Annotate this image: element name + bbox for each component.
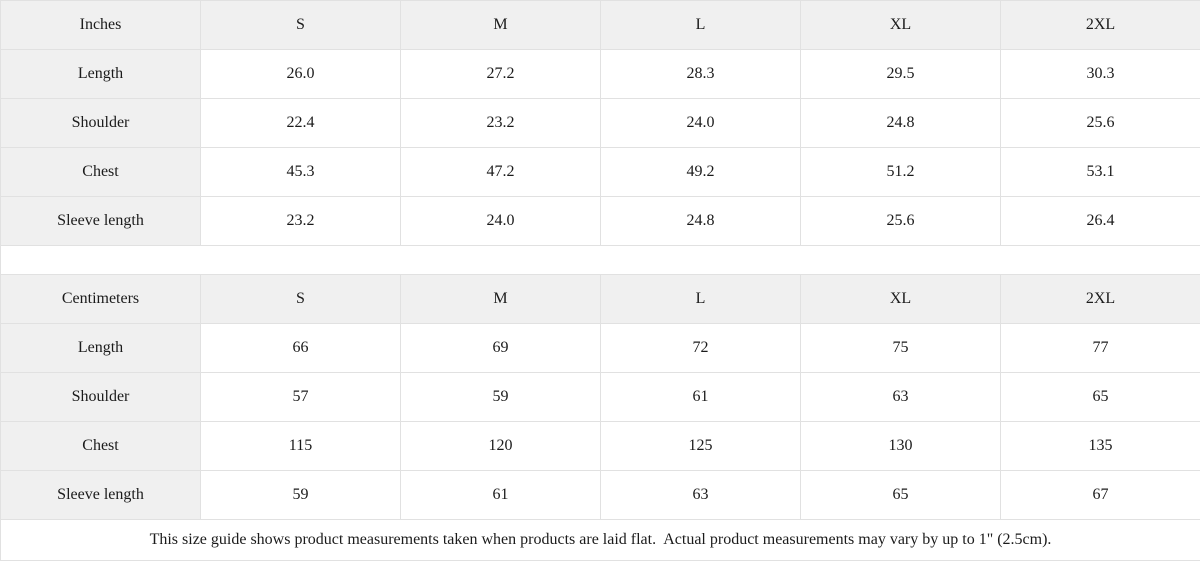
size-guide-note: This size guide shows product measuremen… xyxy=(0,519,1200,561)
measurement-value: 63 xyxy=(800,372,1001,422)
table-row: Sleeve length 23.2 24.0 24.8 25.6 26.4 xyxy=(0,196,1200,246)
measurement-value: 51.2 xyxy=(800,147,1001,197)
size-header-xl: XL xyxy=(800,274,1001,324)
size-header-l: L xyxy=(600,274,801,324)
measurement-value: 57 xyxy=(200,372,401,422)
measurement-value: 59 xyxy=(200,470,401,520)
measurement-value: 77 xyxy=(1000,323,1200,373)
measurement-value: 45.3 xyxy=(200,147,401,197)
measurement-label: Sleeve length xyxy=(0,196,201,246)
inches-header-row: Inches S M L XL 2XL xyxy=(0,0,1200,50)
measurement-value: 23.2 xyxy=(200,196,401,246)
table-row: Sleeve length 59 61 63 65 67 xyxy=(0,470,1200,520)
footer-note-row: This size guide shows product measuremen… xyxy=(0,519,1200,561)
measurement-value: 53.1 xyxy=(1000,147,1200,197)
measurement-value: 25.6 xyxy=(1000,98,1200,148)
measurement-value: 24.0 xyxy=(600,98,801,148)
measurement-value: 66 xyxy=(200,323,401,373)
measurement-value: 130 xyxy=(800,421,1001,471)
measurement-value: 24.8 xyxy=(800,98,1001,148)
measurement-value: 26.0 xyxy=(200,49,401,99)
measurement-value: 26.4 xyxy=(1000,196,1200,246)
measurement-value: 61 xyxy=(600,372,801,422)
unit-header-centimeters: Centimeters xyxy=(0,274,201,324)
measurement-value: 135 xyxy=(1000,421,1200,471)
table-row: Length 26.0 27.2 28.3 29.5 30.3 xyxy=(0,49,1200,99)
measurement-label: Chest xyxy=(0,421,201,471)
measurement-value: 125 xyxy=(600,421,801,471)
measurement-value: 29.5 xyxy=(800,49,1001,99)
measurement-value: 27.2 xyxy=(400,49,601,99)
measurement-value: 120 xyxy=(400,421,601,471)
unit-header-inches: Inches xyxy=(0,0,201,50)
spacer-cell xyxy=(0,245,1200,275)
measurement-value: 47.2 xyxy=(400,147,601,197)
size-header-m: M xyxy=(400,274,601,324)
measurement-label: Shoulder xyxy=(0,98,201,148)
measurement-label: Sleeve length xyxy=(0,470,201,520)
measurement-label: Length xyxy=(0,49,201,99)
table-row: Shoulder 57 59 61 63 65 xyxy=(0,372,1200,422)
size-guide-table: Inches S M L XL 2XL Length 26.0 27.2 28.… xyxy=(0,0,1200,561)
measurement-value: 72 xyxy=(600,323,801,373)
size-header-2xl: 2XL xyxy=(1000,0,1200,50)
measurement-label: Chest xyxy=(0,147,201,197)
section-spacer xyxy=(0,245,1200,275)
measurement-value: 24.0 xyxy=(400,196,601,246)
measurement-value: 65 xyxy=(1000,372,1200,422)
measurement-value: 28.3 xyxy=(600,49,801,99)
table-row: Chest 45.3 47.2 49.2 51.2 53.1 xyxy=(0,147,1200,197)
measurement-value: 115 xyxy=(200,421,401,471)
measurement-value: 59 xyxy=(400,372,601,422)
table-row: Shoulder 22.4 23.2 24.0 24.8 25.6 xyxy=(0,98,1200,148)
measurement-value: 22.4 xyxy=(200,98,401,148)
table-row: Chest 115 120 125 130 135 xyxy=(0,421,1200,471)
size-header-xl: XL xyxy=(800,0,1001,50)
centimeters-header-row: Centimeters S M L XL 2XL xyxy=(0,274,1200,324)
size-header-s: S xyxy=(200,0,401,50)
measurement-value: 65 xyxy=(800,470,1001,520)
measurement-value: 61 xyxy=(400,470,601,520)
size-header-s: S xyxy=(200,274,401,324)
size-header-2xl: 2XL xyxy=(1000,274,1200,324)
measurement-value: 30.3 xyxy=(1000,49,1200,99)
measurement-label: Length xyxy=(0,323,201,373)
measurement-value: 49.2 xyxy=(600,147,801,197)
measurement-value: 67 xyxy=(1000,470,1200,520)
size-header-l: L xyxy=(600,0,801,50)
measurement-label: Shoulder xyxy=(0,372,201,422)
measurement-value: 69 xyxy=(400,323,601,373)
measurement-value: 24.8 xyxy=(600,196,801,246)
measurement-value: 25.6 xyxy=(800,196,1001,246)
measurement-value: 63 xyxy=(600,470,801,520)
table-row: Length 66 69 72 75 77 xyxy=(0,323,1200,373)
measurement-value: 75 xyxy=(800,323,1001,373)
size-header-m: M xyxy=(400,0,601,50)
measurement-value: 23.2 xyxy=(400,98,601,148)
